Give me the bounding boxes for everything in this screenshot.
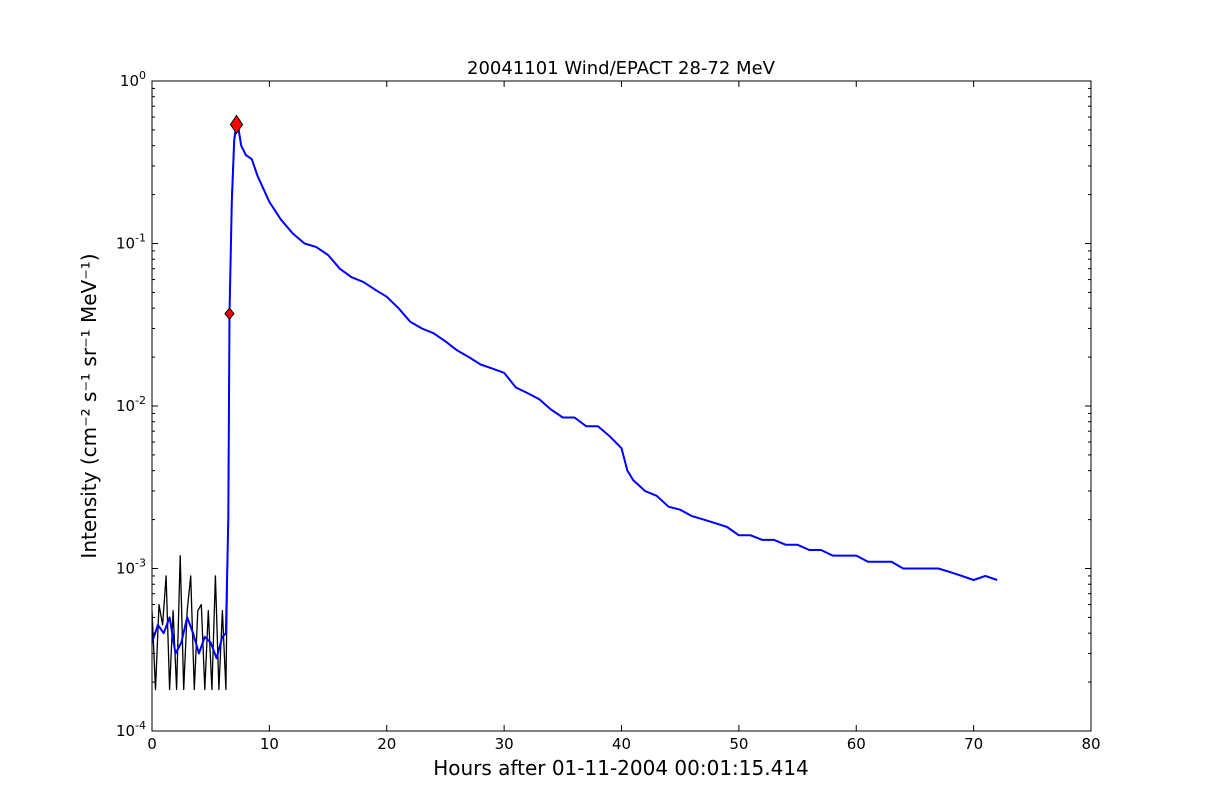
chart-title: 20041101 Wind/EPACT 28-72 MeV [467, 58, 776, 79]
y-axis-label: Intensity (cm⁻² s⁻¹ sr⁻¹ MeV⁻¹) [77, 253, 101, 558]
y-tick-label: 100 [120, 69, 146, 90]
marker-layer [224, 114, 244, 320]
marker-peak [229, 114, 244, 135]
x-tick-label: 10 [260, 735, 279, 753]
tick-layer [151, 80, 1092, 732]
x-tick-label: 50 [729, 735, 748, 753]
x-tick-label: 20 [377, 735, 396, 753]
y-tick-label: 10-3 [116, 557, 146, 578]
x-tick-label: 70 [964, 735, 983, 753]
y-tick-label: 10-1 [116, 232, 146, 253]
x-tick-label: 40 [612, 735, 631, 753]
marker-onset [224, 307, 235, 320]
x-tick-label: 80 [1081, 735, 1100, 753]
x-axis-label: Hours after 01-11-2004 00:01:15.414 [433, 756, 809, 780]
y-tick-label: 10-4 [116, 719, 146, 740]
y-tick-labels: 10-4 10-3 10-2 10-1 100 [116, 69, 146, 740]
x-tick-label: 60 [847, 735, 866, 753]
series-line-smoothed [152, 123, 998, 660]
x-tick-label: 30 [495, 735, 514, 753]
x-tick-labels: 0 10 20 30 40 50 60 70 80 [147, 735, 1100, 753]
plot-area [152, 114, 998, 691]
series-layer [152, 121, 998, 691]
x-tick-label: 0 [147, 735, 157, 753]
y-tick-label: 10-2 [116, 394, 146, 415]
